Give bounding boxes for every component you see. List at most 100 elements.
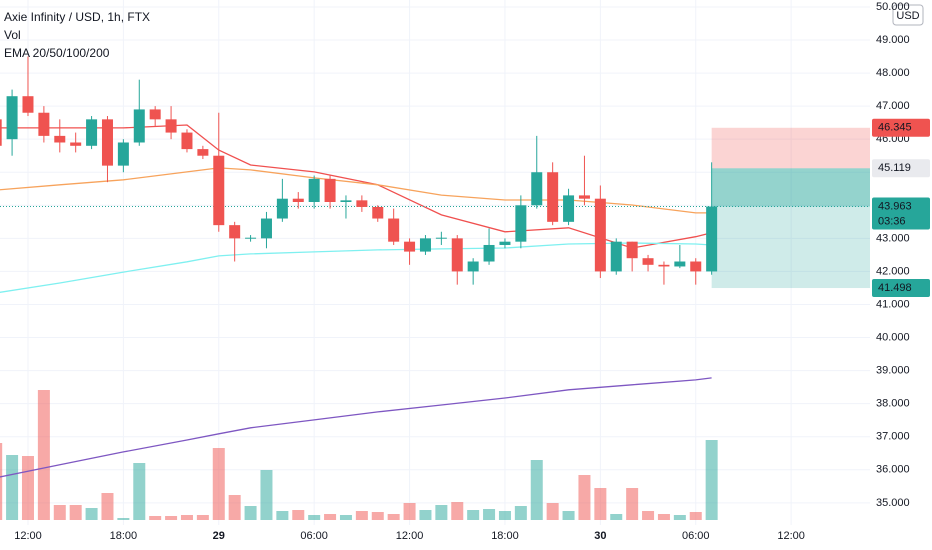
candle-body — [483, 244, 495, 262]
candle-body — [404, 241, 416, 252]
candle-body — [245, 237, 257, 239]
candle-body — [340, 200, 352, 202]
candle-body — [578, 195, 590, 199]
candle-body — [531, 172, 543, 206]
candle-body — [356, 200, 368, 207]
last-price-label-box — [872, 197, 930, 230]
candle-body — [563, 195, 575, 222]
candle-body — [181, 132, 193, 150]
currency-label[interactable]: USD — [896, 10, 919, 22]
volume-bar — [212, 448, 225, 520]
volume-bar — [37, 390, 50, 520]
volume-bar — [117, 518, 130, 520]
candle-body — [626, 241, 638, 259]
candle-body — [0, 119, 2, 146]
volume-bar — [610, 514, 623, 520]
y-tick-label: 48.000 — [876, 67, 910, 79]
volume-bar — [403, 503, 416, 520]
volume-bar — [101, 493, 114, 520]
y-tick-label: 38.000 — [876, 398, 910, 410]
candle-body — [706, 206, 718, 272]
candle-body — [117, 142, 129, 166]
candle-body — [197, 149, 209, 156]
stop-price-label-box — [872, 118, 930, 137]
price-axis — [870, 0, 932, 550]
target-price-label: 41.498 — [878, 282, 912, 294]
y-tick-label: 39.000 — [876, 365, 910, 377]
volume-bar — [0, 443, 3, 520]
volume-bar — [705, 440, 718, 520]
volume-bar — [451, 502, 464, 520]
candle-body — [213, 155, 225, 226]
candle-body — [451, 238, 463, 272]
candle-body — [419, 238, 431, 252]
volume-bar — [149, 516, 162, 520]
volume-bar — [308, 515, 321, 520]
volume-bar — [133, 463, 146, 520]
y-tick-label: 47.000 — [876, 100, 910, 112]
candle-body — [690, 261, 702, 272]
volume-bar — [244, 506, 257, 520]
volume-bar — [324, 514, 337, 520]
volume-bar — [228, 495, 241, 520]
candle-body — [38, 112, 50, 136]
volume-bar — [276, 511, 289, 520]
candle-body — [308, 178, 320, 202]
x-tick-label: 18:00 — [110, 530, 138, 542]
volume-bar — [387, 514, 400, 520]
volume-bar — [626, 488, 639, 520]
volume-bar — [483, 509, 496, 520]
y-tick-label: 40.000 — [876, 331, 910, 343]
candle-body — [674, 261, 686, 267]
volume-bar — [689, 512, 702, 520]
volume-bar — [180, 515, 193, 520]
volume-bar — [69, 505, 82, 520]
volume-bar — [260, 470, 273, 520]
x-tick-label: 12:00 — [777, 530, 805, 542]
x-tick-label: 30 — [594, 530, 606, 542]
candle-body — [6, 96, 18, 140]
y-tick-label: 37.000 — [876, 431, 910, 443]
y-tick-label: 49.000 — [876, 34, 910, 46]
candle-body — [610, 241, 622, 272]
x-tick-label: 06:00 — [300, 530, 328, 542]
volume-bar — [530, 460, 543, 520]
candle-body — [292, 198, 304, 202]
candle-body — [658, 264, 670, 267]
volume-bar — [6, 455, 19, 520]
candle-body — [388, 218, 400, 242]
y-tick-label: 35.000 — [876, 497, 910, 509]
candle-body — [499, 241, 511, 245]
volume-bar — [85, 508, 98, 520]
ema-line — [0, 377, 712, 478]
last-price-label: 43.963 — [878, 200, 912, 212]
volume-bar — [657, 514, 670, 520]
volume-bar — [165, 516, 178, 520]
indicator-label: Vol — [4, 28, 21, 42]
x-tick-label: 29 — [213, 530, 225, 542]
candle-body — [642, 258, 654, 265]
y-tick-label: 42.000 — [876, 265, 910, 277]
candle-body — [149, 109, 161, 120]
candle-body — [547, 172, 559, 222]
candle-body — [70, 142, 82, 146]
volume-bar — [339, 515, 352, 520]
y-tick-label: 50.000 — [876, 1, 910, 13]
volume-bar — [673, 515, 686, 520]
volume-bar — [419, 510, 432, 520]
volume-bar — [355, 511, 368, 520]
y-tick-label: 43.000 — [876, 232, 910, 244]
x-tick-label: 12:00 — [14, 530, 42, 542]
volume-bar — [371, 512, 384, 520]
candle-body — [260, 218, 272, 239]
currency-button[interactable] — [892, 4, 924, 26]
y-tick-label: 36.000 — [876, 464, 910, 476]
volume-bar — [498, 511, 511, 520]
stop-zone — [711, 127, 870, 169]
candle-body — [54, 135, 66, 143]
volume-bar — [546, 503, 559, 520]
candle-body — [101, 119, 113, 166]
x-tick-label: 12:00 — [396, 530, 424, 542]
